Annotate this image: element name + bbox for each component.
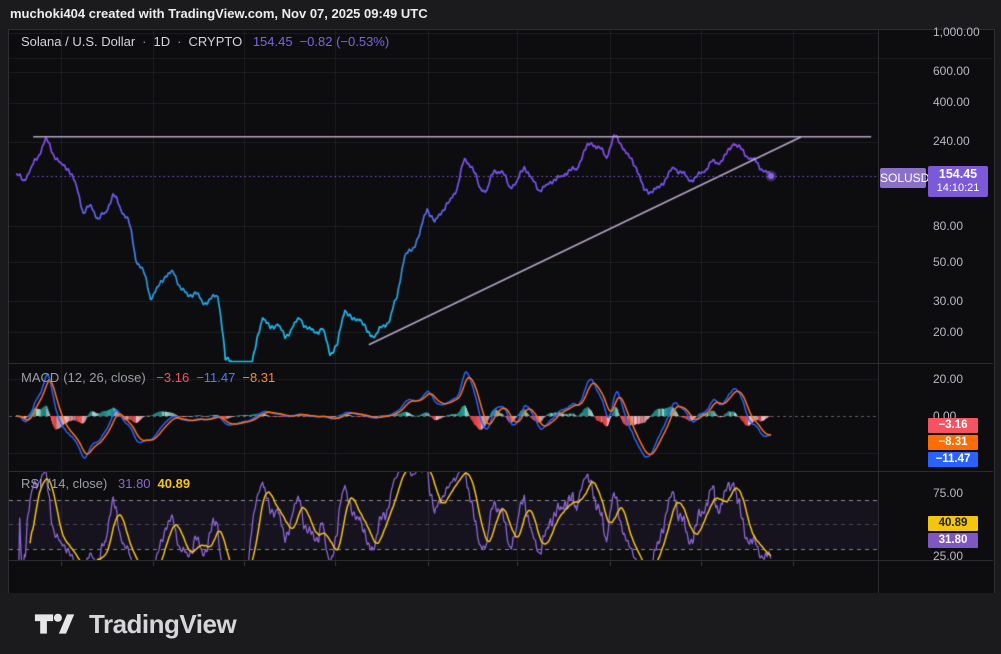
rsi-value-badge: 31.80: [928, 533, 978, 548]
macd-hist-badge: −3.16: [928, 418, 978, 433]
chart-frame: Solana / U.S. Dollar · 1D · CRYPTO 154.45 −0.…: [8, 25, 995, 594]
price-axis-label: 20.00: [933, 325, 964, 339]
rsi-ma-badge: 40.89: [928, 516, 978, 531]
price-axis-label: 80.00: [933, 219, 964, 233]
pane-separator-macd[interactable]: [9, 363, 993, 364]
legend-row-separator: [9, 58, 993, 59]
symbol-title[interactable]: Solana / U.S. Dollar: [21, 34, 136, 49]
price-axis-label: 30.00: [933, 294, 964, 308]
time-axis-separator: [9, 560, 993, 561]
price-axis[interactable]: 1,000.00 600.00 400.00 240.00 80.00 50.0…: [879, 25, 993, 363]
tradingview-logo: TradingView: [33, 607, 237, 641]
attribution-bar: muchoki404 created with TradingView.com,…: [0, 0, 1001, 28]
price-axis-separator: [878, 30, 879, 593]
tradingview-logo-icon: [34, 613, 75, 634]
macd-hist-value: −3.16: [156, 370, 190, 385]
macd-signal-badge: −8.31: [928, 435, 978, 450]
rsi-ma-value: 40.89: [157, 476, 191, 491]
rsi-value: 31.80: [118, 476, 151, 491]
price-axis-label: 600.00: [933, 64, 970, 78]
price-axis-label: 1,000.00: [933, 25, 980, 39]
pane-separator-rsi[interactable]: [9, 471, 993, 472]
rsi-axis-label: 25.00: [933, 549, 964, 563]
legend-separator: ·: [142, 34, 147, 49]
rsi-title[interactable]: RSI: [21, 476, 43, 491]
symbol-price-badge: 154.45 14:10:21: [928, 166, 988, 197]
bar-countdown: 14:10:21: [936, 182, 980, 194]
price-pane-legend[interactable]: Solana / U.S. Dollar · 1D · CRYPTO 154.45 −0.…: [21, 34, 396, 49]
symbol-exchange: CRYPTO: [188, 34, 243, 49]
macd-title[interactable]: MACD: [21, 370, 60, 385]
tradingview-logo-text: TradingView: [89, 608, 237, 639]
rsi-params: (14, close): [46, 476, 108, 491]
price-axis-label: 50.00: [933, 255, 964, 269]
last-price-value: 154.45: [252, 34, 293, 49]
chart-canvas[interactable]: [9, 30, 878, 567]
badge-last-price: 154.45: [938, 167, 978, 181]
legend-separator: ·: [177, 34, 182, 49]
price-change-value: −0.82 (−0.53%): [299, 34, 390, 49]
macd-axis-label: 20.00: [933, 372, 964, 386]
price-axis-label: 400.00: [933, 95, 970, 109]
price-axis-label: 240.00: [933, 134, 970, 148]
macd-line-value: −11.47: [196, 370, 236, 385]
symbol-name-badge: SOLUSD: [880, 168, 929, 188]
rsi-legend[interactable]: RSI (14, close) 31.80 40.89: [21, 476, 197, 491]
footer-bar: TradingView: [0, 593, 1001, 654]
macd-line-badge: −11.47: [928, 452, 978, 467]
time-axis[interactable]: 2022 Jul 2023 Jul 2024 Jul 2025 Jul 2026…: [9, 561, 878, 593]
macd-params: (12, 26, close): [63, 370, 146, 385]
symbol-interval[interactable]: 1D: [153, 34, 171, 49]
macd-legend[interactable]: MACD (12, 26, close) −3.16 −11.47 −8.31: [21, 370, 282, 385]
attribution-text: muchoki404 created with TradingView.com,…: [10, 6, 428, 21]
macd-signal-value: −8.31: [242, 370, 276, 385]
rsi-axis-label: 75.00: [933, 486, 964, 500]
